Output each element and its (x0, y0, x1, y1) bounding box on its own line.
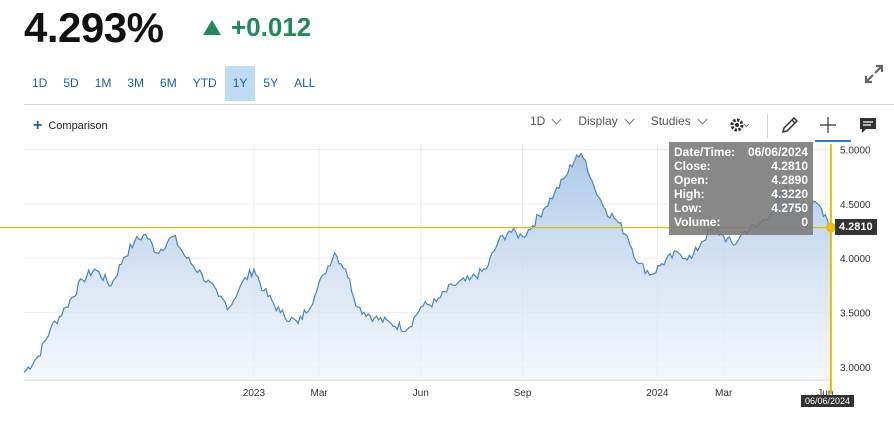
range-selector: 1D 5D 1M 3M 6M YTD 1Y 5Y ALL (24, 66, 323, 101)
expand-icon[interactable] (862, 62, 886, 86)
tooltip-row-low: Low: 4.2750 (674, 201, 808, 215)
comparison-button[interactable]: + Comparison (33, 117, 108, 134)
range-1m[interactable]: 1M (94, 76, 112, 90)
comparison-label: Comparison (48, 120, 108, 132)
chart-tools: 1D Display Studies (530, 114, 724, 128)
range-6m[interactable]: 6M (160, 76, 177, 90)
range-5y[interactable]: 5Y (263, 76, 279, 90)
studies-label: Studies (650, 114, 691, 128)
y-tick-label: 4.0000 (840, 254, 871, 265)
gear-icon[interactable] (728, 114, 750, 136)
y-tick-label: 3.5000 (840, 309, 871, 320)
range-3m[interactable]: 3M (127, 76, 145, 90)
tools-separator (767, 114, 768, 138)
range-all[interactable]: ALL (294, 76, 316, 90)
tooltip-row-high: High: 4.3220 (674, 187, 808, 201)
crosshair-date-label: 06/06/2024 (801, 395, 855, 407)
tooltip-row-open: Open: 4.2890 (674, 173, 808, 187)
ohlc-tooltip: Date/Time: 06/06/2024 Close: 4.2810 Open: 4… (669, 142, 813, 235)
range-1y[interactable]: 1Y (224, 66, 256, 101)
up-triangle-icon (203, 20, 221, 35)
crosshair-price-label: 4.2810 (835, 218, 877, 235)
crosshair-icon[interactable] (817, 114, 839, 136)
studies-dropdown[interactable]: Studies (650, 114, 708, 128)
yield-change: +0.012 (203, 12, 311, 43)
crosshair-active-indicator (815, 140, 851, 142)
range-ytd[interactable]: YTD (192, 76, 217, 90)
tooltip-row-volume: Volume: 0 (674, 215, 808, 229)
y-tick-label: 5.0000 (840, 145, 871, 156)
toolbar-divider (24, 104, 894, 105)
range-1d[interactable]: 1D (32, 76, 48, 90)
tooltip-row-close: Close: 4.2810 (674, 159, 808, 173)
x-tick-label: Mar (715, 388, 733, 399)
x-tick-label: 2024 (646, 388, 669, 399)
x-tick-label: Sep (514, 388, 532, 399)
crosshair-point (825, 222, 836, 233)
yield-change-value: +0.012 (231, 12, 312, 42)
display-label: Display (578, 114, 618, 128)
interval-dropdown[interactable]: 1D (530, 114, 562, 128)
interval-label: 1D (530, 114, 546, 128)
plus-icon: + (33, 117, 43, 134)
x-tick-label: Jun (413, 388, 429, 399)
pencil-icon[interactable] (779, 114, 801, 136)
series-line (23, 152, 832, 373)
display-dropdown[interactable]: Display (578, 114, 635, 128)
y-tick-label: 3.0000 (840, 363, 871, 374)
x-tick-label: 2023 (243, 388, 266, 399)
tooltip-row-datetime: Date/Time: 06/06/2024 (674, 145, 808, 159)
range-5d[interactable]: 5D (63, 76, 79, 90)
comment-icon[interactable] (857, 114, 879, 136)
x-tick-label: Mar (311, 388, 329, 399)
x-tick-label: Jun (817, 388, 833, 399)
y-tick-label: 4.5000 (840, 200, 871, 211)
area-fill (24, 153, 831, 380)
current-yield: 4.293% (24, 4, 164, 51)
